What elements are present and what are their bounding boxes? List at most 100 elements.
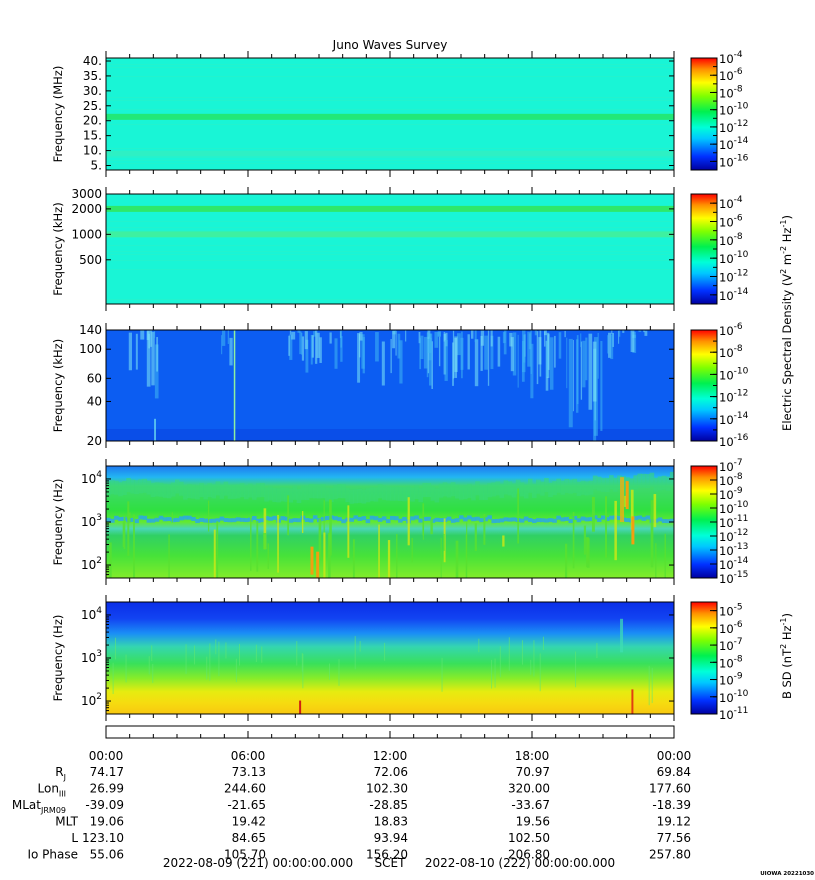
burst (653, 494, 657, 528)
stripe (106, 100, 674, 101)
burst (125, 654, 127, 683)
ribbon (548, 518, 553, 523)
boundary (357, 488, 363, 503)
ephemeris-value: -18.39 (652, 798, 691, 812)
burst (614, 500, 617, 561)
ribbon (568, 519, 574, 524)
ribbon (134, 519, 139, 524)
emission-streak (301, 332, 303, 355)
ribbon (645, 515, 651, 520)
stripe (106, 97, 674, 98)
ribbon (544, 518, 549, 523)
ephemeris-value: 19.56 (516, 815, 550, 829)
boundary (312, 484, 318, 499)
ribbon (337, 517, 342, 522)
boundary (385, 486, 391, 501)
boundary (337, 484, 342, 499)
ribbon (418, 518, 423, 523)
colorbar-tick-label: 10-8 (719, 654, 743, 670)
boundary (235, 484, 241, 499)
ribbon (402, 516, 407, 521)
burst (539, 653, 541, 692)
emission-band (106, 231, 674, 238)
ribbon (491, 519, 496, 524)
boundary (118, 482, 123, 497)
ribbon (162, 517, 168, 522)
ribbon (377, 517, 383, 522)
colorbar-tick-label: 10-11 (719, 706, 748, 722)
ribbon (170, 518, 176, 523)
ribbon (239, 517, 245, 522)
burst (542, 636, 544, 651)
ribbon (475, 516, 480, 521)
burst (328, 663, 330, 680)
burst (624, 495, 626, 507)
ribbon (446, 516, 452, 521)
burst (630, 489, 634, 530)
y-tick-label: 20 (87, 434, 102, 448)
ribbon (661, 519, 667, 524)
y-tick-label: 60 (87, 371, 102, 385)
y-tick-label: 10. (83, 144, 102, 158)
ribbon (572, 515, 578, 520)
boundary (134, 480, 139, 495)
y-axis-label: Frequency (Hz) (51, 479, 65, 566)
y-tick-label: 30. (83, 84, 102, 98)
ephemeris-value: 123.10 (82, 831, 124, 845)
boundary (150, 483, 156, 498)
electric-spectral-density-label: Electric Spectral Density (V2 m-2 Hz-1) (779, 215, 794, 431)
ribbon (321, 516, 326, 521)
emission-streak (128, 332, 132, 371)
burst (215, 639, 217, 655)
boundary (629, 478, 634, 493)
ribbon (256, 518, 261, 523)
boundary (511, 483, 517, 498)
y-tick-label: 3000 (71, 187, 102, 201)
boundary (183, 485, 188, 500)
emission-streak (154, 331, 156, 339)
time-label: 18:00 (515, 749, 550, 763)
ribbon (264, 516, 269, 521)
burst (378, 524, 380, 578)
emission-streak (497, 336, 501, 367)
boundary (564, 478, 570, 493)
colorbar-tick-label: 10-7 (719, 637, 743, 653)
boundary (613, 477, 618, 492)
emission-streak (362, 337, 365, 374)
y-axis-label: Frequency (kHz) (51, 202, 65, 295)
ribbon (564, 516, 570, 521)
y-tick-label: 40 (87, 394, 102, 408)
ribbon (361, 516, 367, 521)
boundary (199, 483, 204, 498)
emission-streak (471, 330, 474, 339)
ephemeris-value: 257.80 (649, 848, 691, 862)
ribbon (556, 515, 561, 520)
emission-streak (522, 330, 526, 373)
spectrogram-image (106, 330, 674, 441)
ribbon (426, 516, 432, 521)
emission-streak (316, 332, 320, 358)
y-tick-label: 140 (79, 323, 102, 337)
boundary (471, 486, 476, 501)
ribbon (503, 517, 509, 522)
ribbon (430, 518, 436, 523)
ribbon (207, 518, 212, 523)
y-tick-label: 100 (79, 342, 102, 356)
burst (586, 537, 589, 568)
burst (122, 521, 125, 548)
boundary (333, 485, 338, 500)
boundary (458, 485, 464, 500)
ribbon (174, 517, 180, 522)
ephemeris-value: 156.20 (366, 848, 408, 862)
boundary (523, 484, 529, 499)
ribbon (296, 518, 302, 523)
emission-streak (490, 335, 494, 370)
emission-streak (618, 330, 620, 344)
boundary (536, 479, 541, 494)
boundary (191, 484, 196, 499)
boundary (426, 483, 432, 498)
boundary (231, 484, 237, 499)
ephemeris-row-label: RJ (55, 765, 66, 782)
boundary (292, 485, 298, 500)
